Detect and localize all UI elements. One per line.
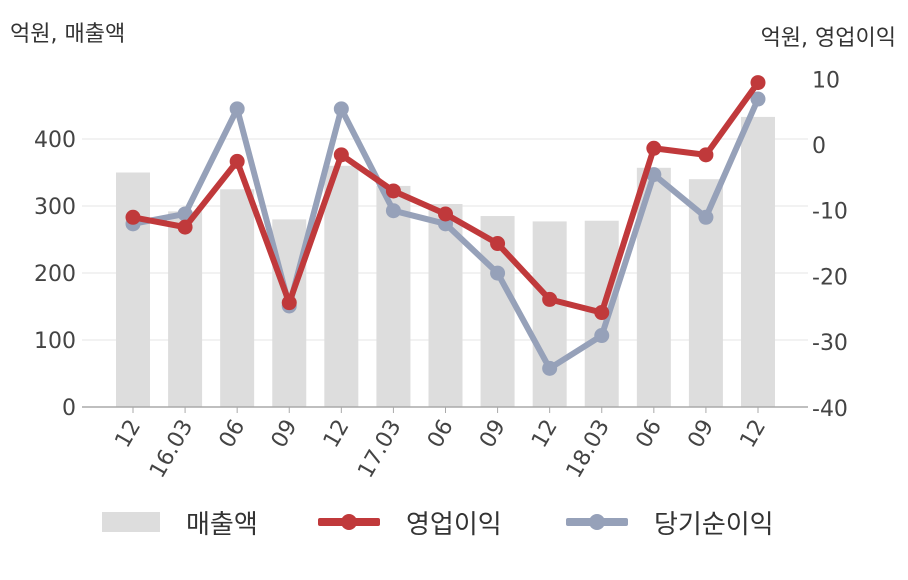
operating-profit-point <box>281 295 297 311</box>
operating-profit-point <box>750 75 766 91</box>
revenue-bar <box>324 165 359 407</box>
y-left-tick-label: 200 <box>34 262 76 287</box>
x-axis-tick-label: 12 <box>319 416 355 453</box>
operating-profit-point <box>698 147 714 163</box>
net-income-point <box>750 91 766 107</box>
x-axis-tick-label: 12 <box>111 416 147 453</box>
operating-profit-point <box>542 291 558 307</box>
operating-profit-point <box>438 206 453 222</box>
net-income-point <box>490 265 506 281</box>
y-right-tick-label: -10 <box>812 200 848 225</box>
axes <box>82 406 808 413</box>
legend-label-net-income: 당기순이익 <box>654 509 774 540</box>
net-income-point <box>698 209 714 225</box>
net-income-point <box>542 360 558 376</box>
legend-item-net-income: 당기순이익 <box>566 500 774 544</box>
y-left-tick-label: 0 <box>62 396 76 421</box>
legend-swatch-revenue <box>102 512 160 532</box>
operating-profit-point <box>490 236 506 252</box>
x-axis-tick-label: 06 <box>631 416 667 453</box>
y-right-tick-label: 0 <box>812 134 826 159</box>
net-income-point <box>229 101 245 117</box>
legend-swatch-net-income <box>566 512 628 532</box>
x-axis-tick-label: 06 <box>423 416 459 453</box>
y-right-tick-label: -40 <box>812 397 848 422</box>
revenue-bar <box>116 172 150 407</box>
right-axis-unit-label: 억원, 영업이익 <box>760 26 896 51</box>
y-right-tick-label: -30 <box>812 331 848 356</box>
y-left-tick-label: 100 <box>34 329 76 354</box>
operating-profit-point <box>333 147 349 163</box>
chart-legend: 매출액 영업이익 당기순이익 <box>0 500 908 544</box>
net-income-point <box>385 203 401 219</box>
operating-profit-point <box>177 219 193 235</box>
operating-profit-point <box>646 140 662 156</box>
operating-profit-point <box>125 209 141 225</box>
x-axis-tick-label: 17.03 <box>353 416 406 483</box>
y-left-tick-label: 400 <box>34 128 76 153</box>
x-axis-tick-label: 12 <box>736 416 772 453</box>
y-right-tick-label: -20 <box>812 265 848 290</box>
legend-item-operating-profit: 영업이익 <box>318 500 502 544</box>
operating-profit-point <box>594 305 610 321</box>
legend-swatch-operating-profit <box>318 512 380 532</box>
y-left-tick-label: 300 <box>34 195 76 220</box>
operating-profit-point <box>229 153 245 169</box>
x-axis-tick-label: 18.03 <box>562 416 615 483</box>
x-axis-tick-label: 09 <box>267 416 303 453</box>
x-axis-tick-label: 09 <box>683 416 719 453</box>
revenue-bar <box>741 116 775 407</box>
y-right-tick-label: 10 <box>812 68 840 93</box>
profit-lines <box>125 75 766 376</box>
legend-label-revenue: 매출액 <box>186 509 258 540</box>
revenue-bar <box>532 221 567 407</box>
legend-label-operating-profit: 영업이익 <box>406 509 502 540</box>
net-income-point <box>646 167 662 183</box>
x-axis-tick-label: 06 <box>215 416 251 453</box>
revenue-bar <box>220 189 255 407</box>
net-income-point <box>594 328 610 344</box>
operating-profit-point <box>385 183 401 199</box>
x-axis-tick-label: 16.03 <box>145 416 198 483</box>
revenue-bar <box>376 185 411 407</box>
net-income-point <box>333 101 349 117</box>
x-axis-tick-label: 12 <box>527 416 563 453</box>
legend-item-revenue: 매출액 <box>102 500 258 544</box>
revenue-bar <box>168 211 203 407</box>
left-axis-unit-label: 억원, 매출액 <box>10 22 126 47</box>
x-axis-tick-label: 09 <box>475 416 511 453</box>
